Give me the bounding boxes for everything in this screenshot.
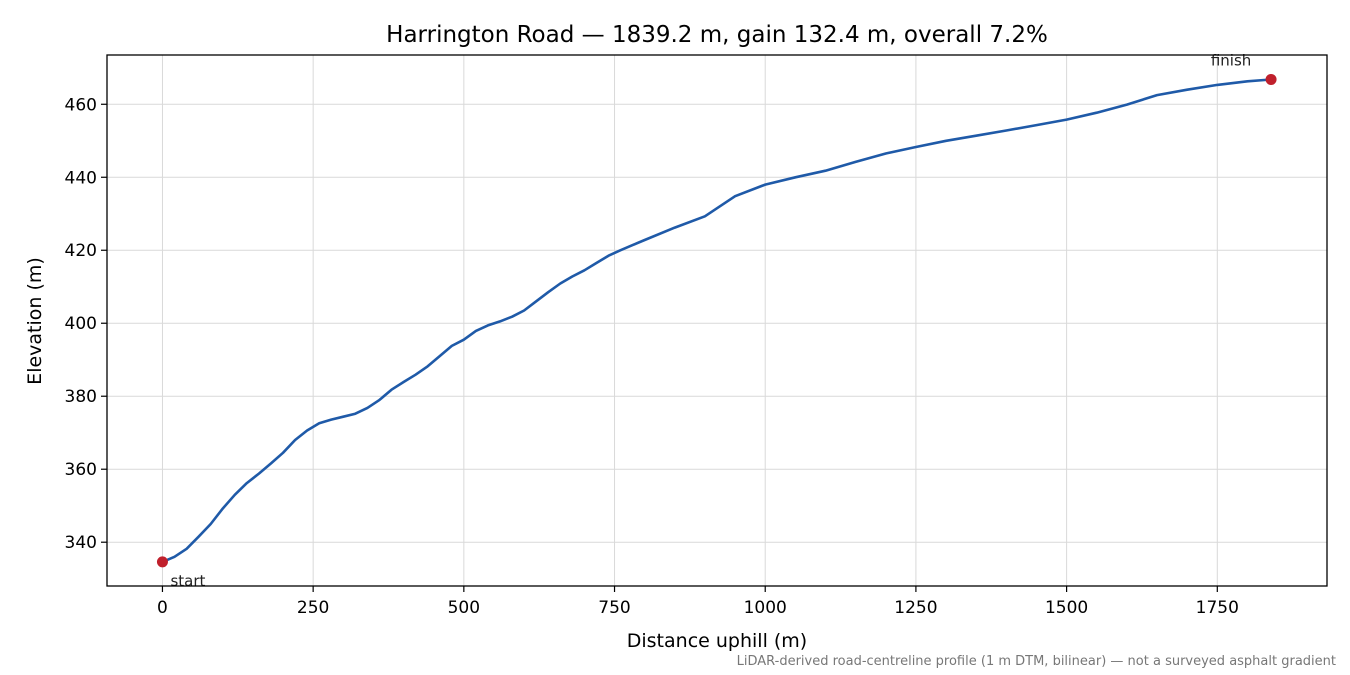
y-tick-label: 340 (65, 533, 97, 553)
x-tick-label: 250 (297, 598, 329, 618)
x-tick-label: 1500 (1045, 598, 1088, 618)
y-tick-label: 440 (65, 168, 97, 188)
y-tick-label: 400 (65, 314, 97, 334)
y-tick-label: 360 (65, 460, 97, 480)
y-tick-label: 420 (65, 241, 97, 261)
start-label: start (170, 572, 205, 590)
finish-label: finish (1211, 51, 1251, 69)
y-tick-label: 460 (65, 95, 97, 115)
finish-marker (1265, 73, 1277, 85)
x-axis-ticks: 0 250 500 750 1000 1250 1500 1750 (157, 586, 1239, 618)
chart-title: Harrington Road — 1839.2 m, gain 132.4 m… (386, 22, 1048, 48)
elevation-line (161, 78, 1273, 564)
y-axis-label: Elevation (m) (24, 257, 46, 385)
grid-lines (107, 55, 1327, 586)
footnote: LiDAR-derived road-centreline profile (1… (737, 654, 1336, 669)
x-tick-label: 500 (448, 598, 480, 618)
x-tick-label: 1000 (744, 598, 787, 618)
x-tick-label: 0 (157, 598, 168, 618)
plot-frame (106, 54, 1328, 587)
x-tick-label: 1750 (1196, 598, 1239, 618)
start-marker (156, 556, 168, 568)
x-axis-label: Distance uphill (m) (627, 630, 807, 652)
x-tick-label: 750 (598, 598, 630, 618)
y-tick-label: 380 (65, 387, 97, 407)
x-tick-label: 1250 (894, 598, 937, 618)
y-axis-ticks: 340 360 380 400 420 440 460 (65, 95, 107, 553)
